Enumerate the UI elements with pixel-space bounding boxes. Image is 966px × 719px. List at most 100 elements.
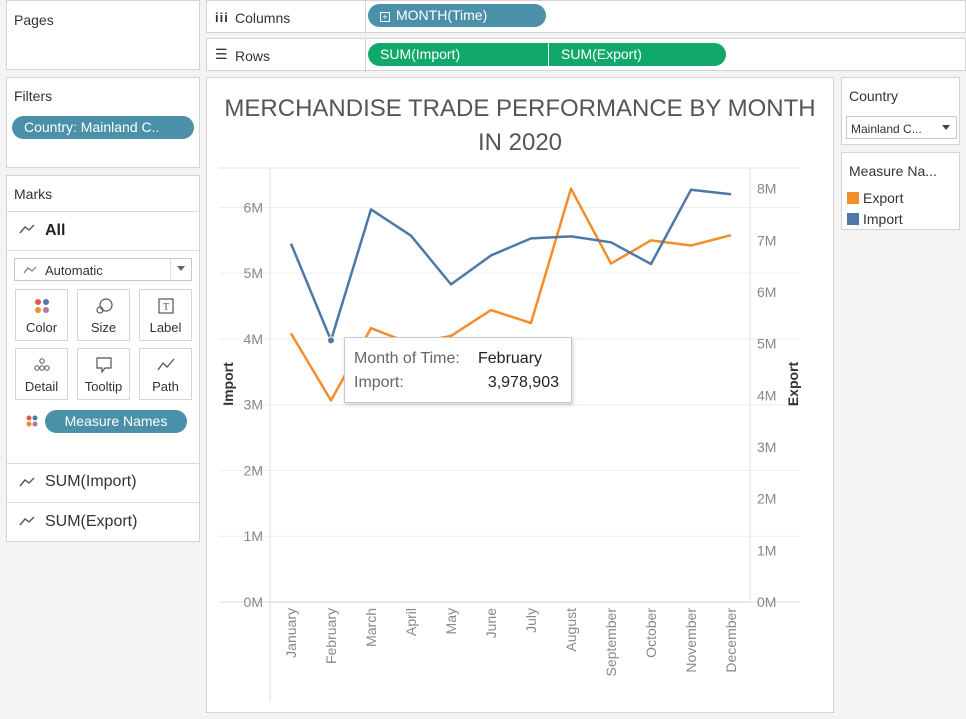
y-right-tick-label: 0M (757, 594, 776, 610)
y-right-tick-label: 5M (757, 336, 776, 352)
columns-shelf[interactable]: iii Columns (206, 0, 966, 34)
chevron-down-icon (177, 266, 185, 271)
country-dropdown-value: Mainland C... (851, 122, 922, 136)
country-filter-title: Country (849, 88, 899, 104)
mark-type-dropdown[interactable]: Automatic (14, 258, 192, 281)
mark-type-value: Automatic (45, 263, 103, 278)
marks-title: Marks (14, 186, 53, 202)
y-axis-left-title: Import (220, 362, 236, 406)
columns-label: Columns (235, 10, 291, 26)
rows-icon: ☰ (215, 46, 228, 62)
divider (7, 250, 199, 251)
color-icon (26, 415, 38, 427)
x-tick-label: January (283, 608, 299, 658)
x-tick-label: September (603, 608, 619, 677)
dropdown-divider (170, 259, 171, 280)
y-right-tick-label: 6M (757, 284, 776, 300)
filters-title: Filters (14, 88, 53, 104)
path-icon (140, 356, 191, 374)
path-button[interactable]: Path (139, 348, 192, 400)
x-tick-label: July (523, 608, 539, 633)
legend-card[interactable]: Measure Na... Export Import (841, 152, 960, 230)
y-right-tick-label: 2M (757, 491, 776, 507)
shelf-divider (365, 39, 366, 72)
x-tick-label: August (563, 608, 579, 652)
tooltip-icon (78, 356, 129, 374)
measure-sum-export[interactable]: SUM(Export) (45, 513, 138, 530)
rows-pill-export[interactable]: SUM(Export) (549, 43, 726, 66)
marks-card[interactable]: Marks All Automatic Color Size T Label D… (6, 175, 200, 542)
color-button[interactable]: Color (15, 289, 68, 341)
tooltip-popup: Month of Time: February Import: 3,978,90… (344, 337, 572, 403)
x-tick-label: May (443, 608, 459, 634)
legend-item-import[interactable]: Import (847, 211, 903, 227)
divider (7, 463, 199, 464)
color-icon (16, 297, 67, 315)
columns-icon: iii (215, 10, 229, 25)
y-left-tick-label: 4M (244, 331, 263, 347)
rows-label: Rows (235, 48, 271, 64)
axes: 0M 1M 2M 3M 4M 5M 6M 0M 1M 2M 3M 4M 5M 6M 7M 8M January F… (244, 168, 776, 702)
line-mark-icon (19, 224, 35, 234)
tooltip-month-value: February (478, 350, 543, 367)
chart-view[interactable]: MERCHANDISE TRADE PERFORMANCE BY MONTH I… (206, 77, 834, 713)
divider (7, 211, 199, 212)
legend-swatch (847, 192, 859, 204)
detail-label: Detail (24, 379, 59, 394)
y-axis-right-title: Export (785, 361, 801, 406)
x-tick-label: December (723, 608, 739, 673)
y-left-tick-label: 6M (244, 199, 263, 215)
chart-title-line-2: IN 2020 (478, 129, 562, 156)
x-tick-label: March (363, 608, 379, 647)
measure-sum-import[interactable]: SUM(Import) (45, 473, 137, 490)
country-filter-card[interactable]: Country Mainland C... (841, 77, 960, 145)
columns-pill-month[interactable]: + MONTH(Time) (368, 4, 546, 27)
rows-pill-import[interactable]: SUM(Import) (368, 43, 548, 66)
pages-title: Pages (14, 12, 54, 28)
series-line-import[interactable] (289, 188, 732, 342)
pages-card[interactable]: Pages (6, 0, 200, 70)
size-button[interactable]: Size (77, 289, 130, 341)
tooltip-import-value: 3,978,903 (487, 374, 559, 391)
x-tick-label: June (483, 608, 499, 639)
svg-text:T: T (162, 302, 168, 313)
x-tick-label: April (403, 608, 419, 636)
y-left-tick-label: 1M (244, 528, 263, 544)
x-tick-label: October (643, 608, 659, 658)
filter-pill-country[interactable]: Country: Mainland C.. (12, 116, 194, 139)
label-button[interactable]: T Label (139, 289, 192, 341)
y-left-tick-label: 2M (244, 462, 263, 478)
filters-card[interactable]: Filters Country: Mainland C.. (6, 77, 200, 168)
divider (7, 502, 199, 503)
chevron-down-icon (942, 125, 950, 130)
legend-item-export[interactable]: Export (847, 190, 903, 206)
y-right-tick-label: 8M (757, 181, 776, 197)
shelf-divider (365, 1, 366, 34)
x-tick-label: November (683, 608, 699, 673)
country-dropdown[interactable]: Mainland C... (846, 116, 957, 139)
label-label: Label (149, 320, 182, 335)
detail-icon (16, 356, 67, 374)
y-left-tick-label: 5M (244, 265, 263, 281)
y-right-tick-label: 4M (757, 387, 776, 403)
text-label-icon: T (140, 297, 191, 315)
y-left-tick-label: 3M (244, 397, 263, 413)
line-mark-icon (19, 477, 35, 487)
highlighted-data-point[interactable] (327, 336, 335, 345)
measure-names-pill[interactable]: Measure Names (45, 410, 187, 433)
y-left-tick-label: 0M (244, 594, 263, 610)
tooltip-label: Tooltip (84, 379, 123, 394)
tooltip-import-label: Import: (354, 374, 404, 391)
marks-all-label[interactable]: All (45, 222, 66, 239)
y-right-tick-label: 1M (757, 542, 776, 558)
tooltip-button[interactable]: Tooltip (77, 348, 130, 400)
detail-button[interactable]: Detail (15, 348, 68, 400)
color-label: Color (25, 320, 58, 335)
path-label: Path (152, 379, 179, 394)
x-tick-label: February (323, 608, 339, 664)
size-label: Size (90, 320, 117, 335)
y-right-tick-label: 7M (757, 232, 776, 248)
line-mark-icon (19, 516, 35, 526)
expand-icon[interactable]: + (380, 12, 390, 22)
size-icon (78, 297, 129, 315)
